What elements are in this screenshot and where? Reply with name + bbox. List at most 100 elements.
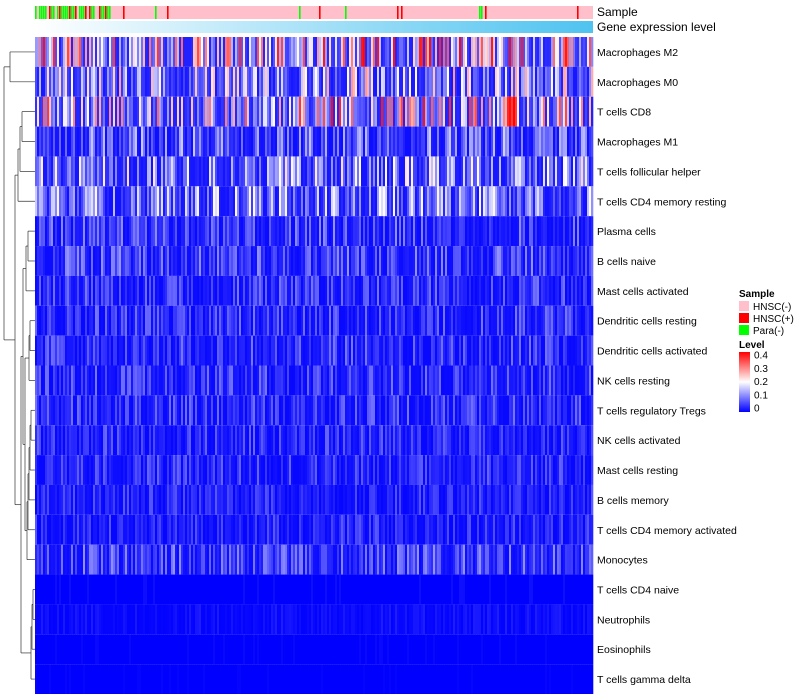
- heatmap-cell: [345, 305, 348, 336]
- heatmap-cell: [79, 37, 82, 67]
- heatmap-cell: [143, 275, 146, 306]
- heatmap-cell: [167, 484, 170, 515]
- heatmap-cell: [371, 484, 374, 515]
- heatmap-cell: [69, 455, 72, 485]
- heatmap-cell: [491, 37, 494, 67]
- heatmap-cell: [537, 425, 540, 456]
- heatmap-cell: [525, 66, 528, 97]
- heatmap-cell: [411, 335, 414, 366]
- heatmap-cell: [307, 216, 310, 247]
- heatmap-cell: [591, 455, 594, 485]
- heatmap-cell: [317, 365, 320, 396]
- heatmap-cell: [75, 186, 78, 217]
- heatmap-cell: [141, 246, 144, 276]
- heatmap-cell: [483, 156, 486, 187]
- heatmap-cell: [297, 484, 300, 515]
- heatmap-cell: [531, 246, 534, 276]
- heatmap-cell: [37, 66, 40, 97]
- heatmap-cell: [109, 484, 112, 515]
- heatmap-cell: [225, 365, 228, 396]
- heatmap-cell: [359, 395, 362, 426]
- heatmap-cell: [41, 335, 44, 366]
- heatmap-cell: [113, 365, 116, 396]
- heatmap-cell: [365, 96, 368, 127]
- heatmap-cell: [163, 96, 166, 127]
- heatmap-cell: [157, 425, 160, 456]
- heatmap-cell: [69, 395, 72, 426]
- heatmap-cell: [529, 425, 532, 456]
- heatmap-cell: [117, 37, 120, 67]
- heatmap-cell: [235, 246, 238, 276]
- heatmap-cell: [511, 425, 514, 456]
- heatmap-cell: [497, 484, 500, 515]
- heatmap-cell: [451, 335, 454, 366]
- heatmap-cell: [295, 395, 298, 426]
- heatmap-cell: [231, 455, 234, 485]
- heatmap-cell: [173, 156, 176, 187]
- heatmap-cell: [343, 156, 346, 187]
- heatmap-cell: [391, 216, 394, 247]
- heatmap-cell: [53, 246, 56, 276]
- heatmap-cell: [349, 156, 352, 187]
- heatmap-cell: [579, 455, 582, 485]
- heatmap-cell: [259, 96, 262, 127]
- heatmap-cell: [59, 305, 62, 336]
- heatmap-cell: [339, 514, 342, 545]
- heatmap-cell: [227, 66, 230, 97]
- heatmap-cell: [465, 246, 468, 276]
- heatmap-cell: [101, 37, 104, 67]
- heatmap-cell: [95, 216, 98, 247]
- heatmap-cell: [531, 126, 534, 157]
- heatmap-cell: [555, 126, 558, 157]
- heatmap-cell: [185, 305, 188, 336]
- heatmap-cell: [299, 96, 302, 127]
- heatmap-cell: [143, 186, 146, 217]
- heatmap-cell: [105, 66, 108, 97]
- heatmap-cell: [441, 37, 444, 67]
- heatmap-cell: [35, 305, 38, 336]
- heatmap-cell: [351, 156, 354, 187]
- heatmap-cell: [321, 246, 324, 276]
- heatmap-cell: [85, 514, 88, 545]
- heatmap-cell: [201, 305, 204, 336]
- heatmap-cell: [483, 365, 486, 396]
- heatmap-cell: [277, 37, 280, 67]
- heatmap-cell: [173, 275, 176, 306]
- heatmap-cell: [573, 126, 576, 157]
- heatmap-cell: [557, 365, 560, 396]
- heatmap-cell: [277, 484, 280, 515]
- heatmap-cell: [43, 275, 46, 306]
- heatmap-cell: [275, 365, 278, 396]
- heatmap-cell: [175, 126, 178, 157]
- heatmap-cell: [43, 216, 46, 247]
- heatmap-cell: [525, 305, 528, 336]
- heatmap-cell: [117, 425, 120, 456]
- heatmap-cell: [179, 514, 182, 545]
- heatmap-cell: [381, 335, 384, 366]
- heatmap-cell: [585, 246, 588, 276]
- heatmap-cell: [65, 186, 68, 217]
- heatmap-cell: [533, 156, 536, 187]
- heatmap-cell: [513, 186, 516, 217]
- heatmap-cell: [487, 365, 490, 396]
- heatmap-cell: [473, 66, 476, 97]
- heatmap-cell: [581, 246, 584, 276]
- heatmap-cell: [97, 126, 100, 157]
- heatmap-cell: [505, 156, 508, 187]
- heatmap-cell: [501, 96, 504, 127]
- heatmap-cell: [75, 126, 78, 157]
- heatmap-cell: [359, 455, 362, 485]
- heatmap-cell: [187, 126, 190, 157]
- sample-track-mark: [69, 6, 71, 19]
- heatmap-cell: [497, 514, 500, 545]
- heatmap-cell: [119, 395, 122, 426]
- heatmap-cell: [165, 365, 168, 396]
- heatmap-cell: [561, 484, 564, 515]
- heatmap-cell: [35, 544, 38, 575]
- heatmap-cell: [529, 335, 532, 366]
- heatmap-cell: [375, 66, 378, 97]
- heatmap-cell: [265, 305, 268, 336]
- heatmap-cell: [229, 335, 232, 366]
- heatmap-cell: [81, 186, 84, 217]
- heatmap-cell: [227, 275, 230, 306]
